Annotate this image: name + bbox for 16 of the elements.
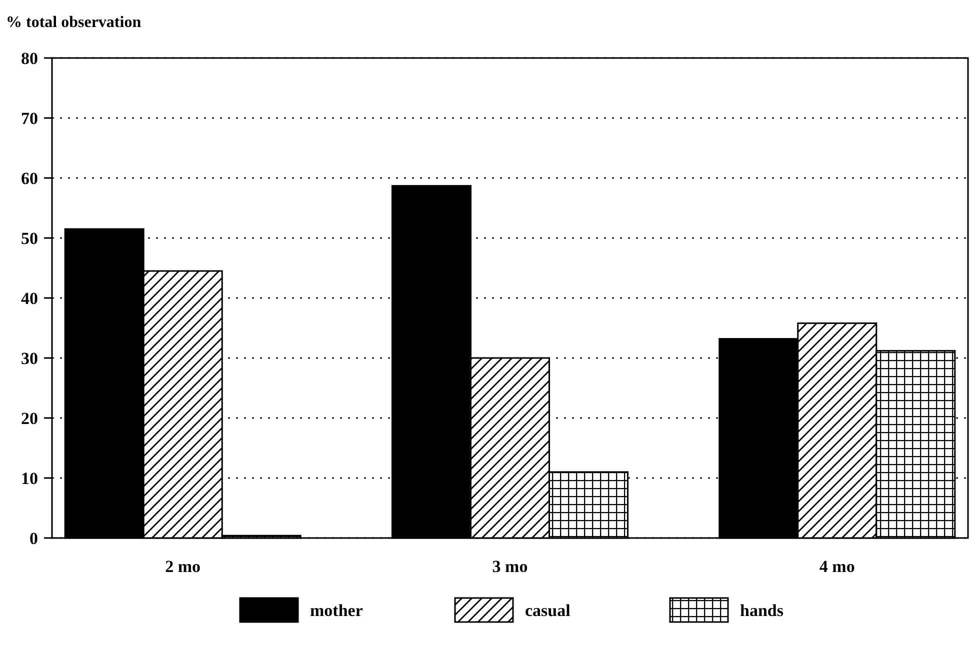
- y-tick-label: 60: [21, 168, 38, 188]
- legend-label: mother: [310, 600, 364, 620]
- y-tick-label: 50: [21, 228, 38, 248]
- y-tick-label: 0: [30, 528, 38, 548]
- x-tick-label: 3 mo: [492, 557, 528, 576]
- x-tick-label: 4 mo: [819, 557, 855, 576]
- legend-label: casual: [525, 600, 571, 620]
- y-tick-label: 20: [21, 408, 38, 428]
- y-tick-label: 40: [21, 288, 38, 308]
- y-tick-label: 30: [21, 348, 38, 368]
- y-tick-label: 10: [21, 468, 38, 488]
- y-tick-label: 70: [21, 108, 38, 128]
- x-tick-label: 2 mo: [165, 557, 201, 576]
- y-axis-title: % total observation: [6, 14, 142, 31]
- legend-label: hands: [740, 600, 784, 620]
- y-tick-label: 80: [21, 48, 38, 68]
